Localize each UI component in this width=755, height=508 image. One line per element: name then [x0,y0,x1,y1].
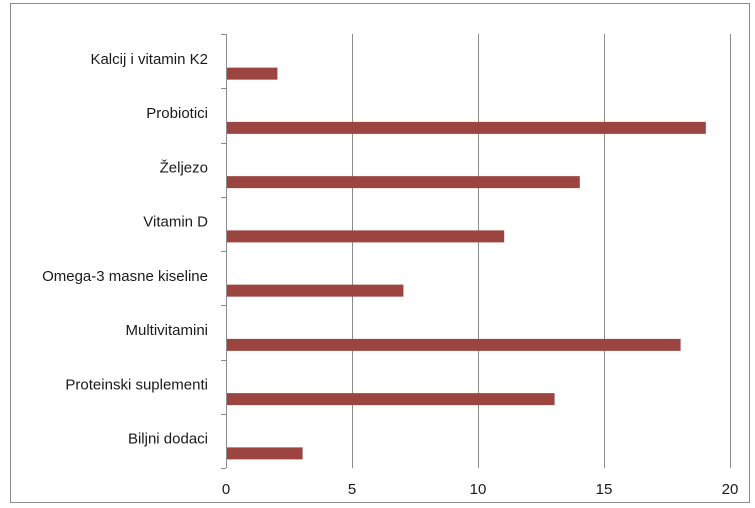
ticks-layer: 0 5 10 15 20 [222,481,739,498]
labels-layer: Kalcij i vitamin K2 Probiotici Željezo Vita… [42,51,208,448]
x-tick-label: 15 [596,481,613,498]
bar [227,176,580,189]
category-label: Omega-3 masne kiseline [42,268,208,285]
x-tick-label: 0 [222,481,230,498]
category-label: Kalcij i vitamin K2 [90,51,208,68]
bar [227,393,555,406]
bars-layer [227,67,706,460]
bar [227,67,278,80]
category-label: Željezo [160,159,208,176]
chart-frame [10,3,750,503]
x-tick-label: 10 [470,481,487,498]
category-label: Proteinski suplementi [65,376,208,393]
bar [227,447,303,460]
category-label: Multivitamini [125,322,208,339]
bar [227,284,404,297]
bar [227,338,681,351]
x-tick-label: 5 [348,481,356,498]
bar [227,121,706,134]
category-label: Probiotici [146,105,208,122]
x-tick-label: 20 [722,481,739,498]
category-label: Vitamin D [143,214,208,231]
bar [227,230,505,243]
category-label: Biljni dodaci [128,431,208,448]
